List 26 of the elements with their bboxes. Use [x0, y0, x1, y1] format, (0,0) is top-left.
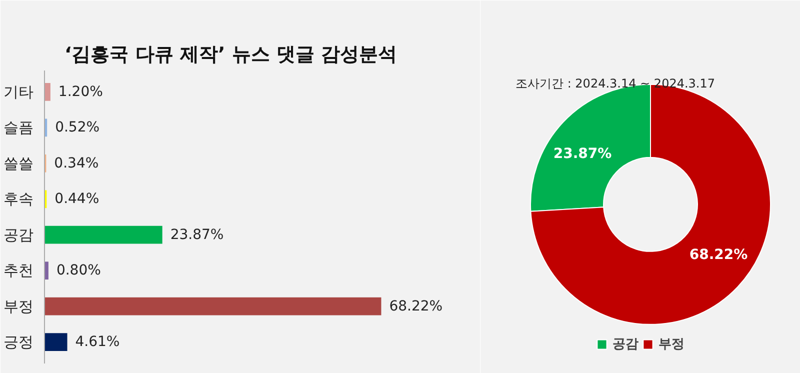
- data-label: 68.22%: [689, 246, 748, 263]
- data-label: 1.20%: [58, 84, 103, 100]
- legend-label: 부정: [658, 336, 684, 353]
- y-tick-label: 슬픔: [4, 118, 34, 137]
- y-tick-label: 공감: [4, 226, 34, 244]
- bar: [44, 83, 50, 101]
- data-label: 23.87%: [170, 226, 224, 243]
- data-label: 68.22%: [389, 298, 443, 314]
- bar: [44, 297, 382, 316]
- y-tick-label: 후속: [4, 190, 34, 208]
- y-tick-label: 추천: [4, 262, 34, 280]
- data-label: 0.80%: [56, 262, 101, 279]
- data-label: 0.34%: [54, 155, 99, 172]
- legend-label: 공감: [612, 336, 638, 353]
- text: 조사기간 : 2024.3.14 ~ 2024.3.17: [516, 76, 715, 90]
- data-label: 0.52%: [55, 120, 100, 136]
- data-label: 4.61%: [75, 334, 120, 350]
- data-label: 23.87%: [553, 146, 612, 162]
- y-tick-label: 기타: [4, 82, 34, 101]
- data-label: 0.44%: [54, 191, 100, 208]
- chart-title: ‘김흥국 다큐 제작’ 뉴스 댓글 감성분석: [64, 44, 398, 66]
- y-tick-label: 부정: [4, 297, 34, 316]
- y-tick-label: 긍정: [4, 333, 34, 352]
- bar: [44, 333, 68, 351]
- bar: [44, 226, 162, 244]
- y-tick-label: 쓸쓸: [4, 154, 34, 172]
